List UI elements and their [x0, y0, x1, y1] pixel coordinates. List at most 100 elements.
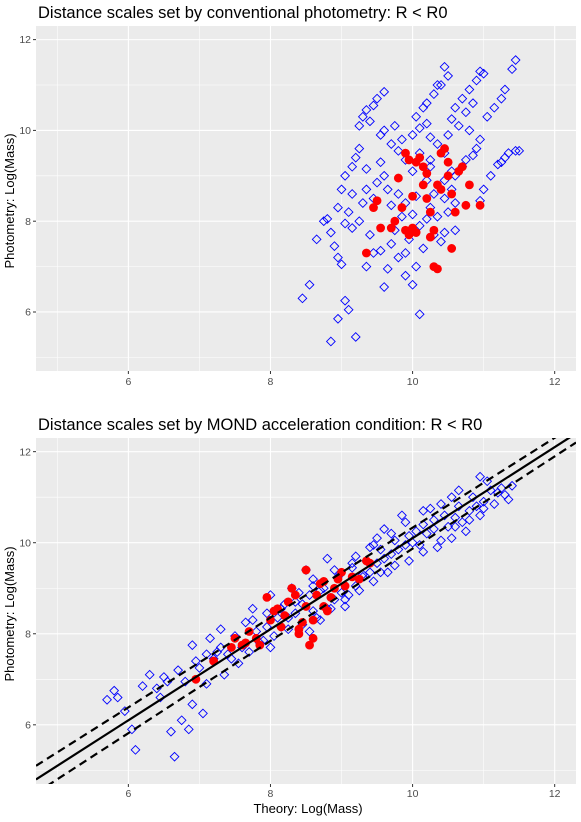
photometry-point: [396, 510, 407, 521]
data-layer: [36, 438, 576, 784]
photometry-point: [375, 544, 386, 555]
photometry-point: [428, 189, 439, 199]
photometry-point: [109, 685, 120, 696]
confidence-band-line: [36, 438, 557, 767]
photometry-point: [372, 533, 382, 544]
photometry-point: [439, 227, 450, 238]
photometry-point: [354, 216, 365, 227]
photometry-point: [514, 145, 525, 156]
photometry-point: [240, 617, 251, 628]
photometry-point: [368, 248, 379, 258]
y-axis-label-photometry: Photometry: Log(Mass): [2, 133, 17, 268]
photometry-point: [436, 80, 446, 90]
photometry-point: [496, 483, 507, 494]
photometry-point: [386, 528, 397, 539]
mond-point: [298, 617, 307, 627]
photometry-point: [464, 125, 475, 136]
photometry-point: [400, 517, 411, 528]
photometry-point: [389, 535, 400, 546]
mond-point: [287, 583, 297, 593]
photometry-point: [340, 601, 351, 612]
photometry-point: [343, 304, 354, 315]
photometry-point: [453, 501, 464, 512]
photometry-point: [212, 647, 223, 657]
photometry-point: [443, 70, 454, 81]
photometry-point: [396, 134, 407, 145]
photometry-point: [347, 189, 358, 199]
photometry-point: [496, 157, 507, 168]
photometry-point: [386, 139, 397, 149]
photometry-point: [436, 499, 446, 509]
photometry-point: [485, 170, 496, 181]
photometry-point: [357, 198, 368, 208]
photometry-point: [418, 243, 429, 254]
mond-point: [191, 674, 201, 684]
photometry-point: [215, 624, 226, 635]
mond-point: [433, 264, 442, 274]
photometry-point: [450, 521, 461, 532]
photometry-point: [304, 590, 315, 601]
photometry-point: [361, 184, 372, 195]
photometry-point: [198, 708, 208, 719]
photometry-point: [340, 594, 351, 605]
mond-point: [301, 565, 311, 575]
mond-point: [422, 194, 432, 203]
y-tick-label: 6: [25, 719, 31, 731]
photometry-point: [460, 107, 471, 118]
photometry-point: [365, 116, 375, 127]
photometry-point: [482, 111, 493, 122]
photometry-point: [468, 98, 478, 109]
x-tick-label: 12: [549, 788, 561, 800]
confidence-band-line: [48, 441, 576, 784]
photometry-point: [468, 492, 478, 503]
photometry-point: [464, 84, 475, 95]
photometry-point: [421, 213, 432, 224]
photometry-point: [350, 152, 361, 163]
mond-point: [230, 633, 240, 643]
mond-point: [461, 200, 471, 210]
photometry-point: [464, 515, 475, 525]
mond-point: [436, 185, 446, 194]
mond-point: [401, 148, 410, 158]
photometry-point: [400, 270, 411, 281]
photometry-point: [368, 100, 379, 111]
data-layer: [297, 55, 525, 347]
mond-point: [418, 162, 428, 172]
photometry-point: [492, 159, 503, 170]
photometry-point: [361, 164, 372, 174]
photometry-point: [457, 93, 468, 104]
mond-point: [425, 232, 435, 242]
mond-point: [255, 640, 265, 650]
photometry-point: [325, 336, 336, 347]
photometry-point: [322, 553, 333, 564]
photometry-point: [329, 241, 340, 252]
photometry-point: [468, 150, 478, 161]
photometry-point: [414, 123, 425, 134]
photometry-point: [475, 134, 486, 145]
photometry-point: [290, 596, 301, 607]
photometry-point: [347, 562, 358, 573]
photometry-point: [205, 633, 216, 644]
photometry-point: [393, 145, 404, 156]
photometry-point: [432, 542, 443, 553]
photometry-point: [333, 202, 343, 213]
photometry-point: [478, 503, 489, 514]
photometry-point: [180, 676, 191, 687]
mond-point: [443, 157, 453, 167]
mond-point: [365, 558, 375, 568]
photometry-point: [439, 61, 450, 72]
photometry-point: [379, 170, 390, 181]
photometry-point: [247, 603, 258, 614]
photometry-point: [489, 499, 500, 509]
photometry-point: [478, 184, 489, 195]
mond-point: [475, 200, 485, 210]
photometry-point: [233, 658, 244, 669]
photometry-point: [478, 68, 489, 79]
photometry-point: [471, 75, 482, 86]
x-tick-label: 12: [549, 376, 561, 388]
x-tick-label: 10: [407, 376, 419, 388]
photometry-point: [407, 279, 418, 290]
x-tick-label: 8: [268, 788, 274, 800]
x-tick-label: 10: [407, 788, 419, 800]
photometry-point: [340, 218, 351, 229]
